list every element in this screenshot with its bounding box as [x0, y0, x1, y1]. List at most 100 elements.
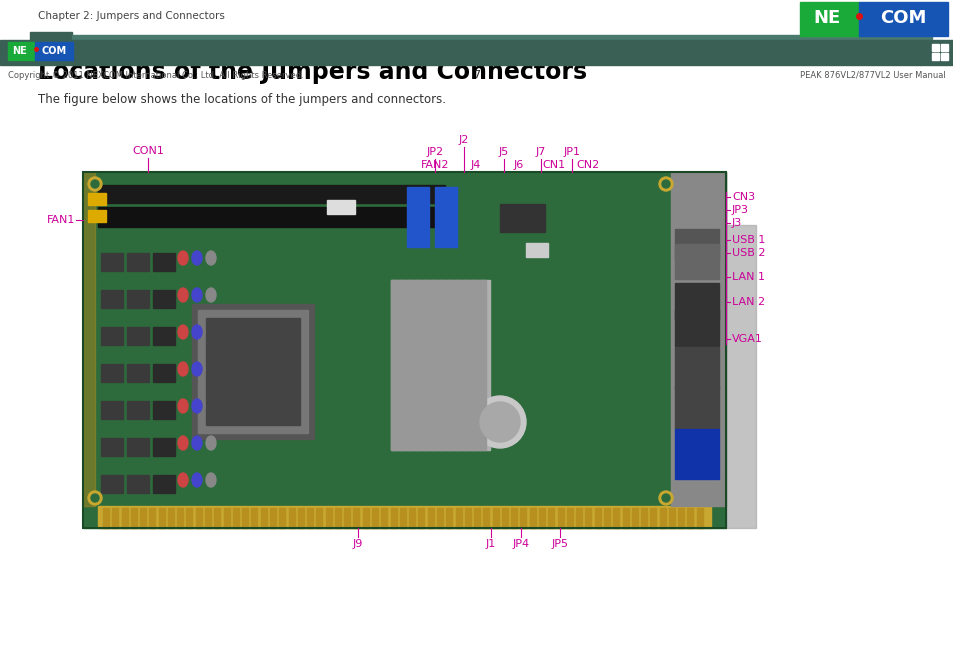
Bar — [98, 506, 710, 528]
Bar — [233, 508, 238, 528]
Bar — [83, 172, 95, 506]
Ellipse shape — [192, 362, 202, 376]
Ellipse shape — [479, 402, 519, 442]
Bar — [859, 2, 947, 36]
Bar — [511, 508, 517, 528]
Bar — [83, 172, 725, 528]
Bar — [152, 401, 174, 419]
Text: COM: COM — [42, 46, 67, 56]
Bar — [381, 508, 387, 528]
Text: J2: J2 — [458, 135, 469, 145]
Ellipse shape — [178, 251, 188, 265]
Text: 7: 7 — [473, 70, 480, 80]
Bar — [622, 508, 628, 528]
Bar — [127, 364, 149, 382]
Bar — [71, 35, 931, 39]
Bar — [88, 210, 106, 222]
Text: VGA1: VGA1 — [731, 334, 762, 344]
Bar — [152, 475, 174, 493]
Bar — [127, 438, 149, 456]
Bar — [8, 42, 35, 60]
Ellipse shape — [192, 436, 202, 450]
Bar — [670, 172, 725, 506]
Bar — [260, 508, 267, 528]
Bar — [101, 401, 123, 419]
Bar — [675, 229, 719, 259]
Bar — [112, 508, 118, 528]
Bar — [557, 508, 563, 528]
Text: J4: J4 — [471, 160, 480, 170]
Bar — [576, 508, 581, 528]
Text: USB 1: USB 1 — [731, 235, 764, 245]
Bar — [525, 243, 547, 257]
Bar — [344, 508, 350, 528]
Bar — [103, 508, 109, 528]
Bar — [675, 310, 719, 345]
Text: FAN1: FAN1 — [47, 215, 75, 225]
Ellipse shape — [206, 325, 215, 339]
Bar — [446, 508, 452, 528]
Ellipse shape — [178, 399, 188, 413]
Bar — [447, 280, 454, 450]
Bar — [940, 44, 947, 51]
Text: J6: J6 — [514, 160, 523, 170]
Bar — [438, 280, 446, 450]
Text: LAN 1: LAN 1 — [731, 272, 764, 282]
Ellipse shape — [206, 436, 215, 450]
Bar — [198, 310, 308, 433]
Text: J5: J5 — [498, 147, 509, 157]
Bar — [101, 290, 123, 308]
Ellipse shape — [192, 251, 202, 265]
Bar — [407, 187, 429, 247]
Bar — [252, 508, 257, 528]
Bar — [127, 401, 149, 419]
Bar — [325, 508, 332, 528]
Text: Locations of the Jumpers and Connectors: Locations of the Jumpers and Connectors — [38, 60, 586, 84]
Bar — [362, 508, 369, 528]
Bar — [687, 508, 693, 528]
Bar — [83, 172, 725, 528]
Bar — [474, 508, 479, 528]
Bar — [279, 508, 285, 528]
Bar — [931, 44, 938, 51]
Bar — [431, 280, 437, 450]
Ellipse shape — [206, 251, 215, 265]
Bar — [150, 508, 155, 528]
Ellipse shape — [91, 180, 99, 188]
Bar — [101, 327, 123, 345]
Text: J1: J1 — [485, 539, 496, 549]
Bar — [30, 32, 71, 42]
Bar — [98, 185, 445, 203]
Bar — [696, 508, 702, 528]
Bar — [650, 508, 656, 528]
Bar — [931, 53, 938, 60]
Bar — [152, 290, 174, 308]
Bar — [422, 280, 430, 450]
Bar — [354, 508, 359, 528]
Bar — [640, 508, 646, 528]
Text: Copyright © 2011 NEXCOM International Co., Ltd. All Rights Reserved.: Copyright © 2011 NEXCOM International Co… — [8, 71, 303, 79]
Ellipse shape — [178, 288, 188, 302]
Ellipse shape — [206, 362, 215, 376]
Ellipse shape — [659, 177, 672, 191]
Bar — [455, 280, 461, 450]
Bar — [206, 318, 299, 425]
Bar — [205, 508, 211, 528]
Bar — [435, 187, 456, 247]
Bar — [152, 253, 174, 271]
Bar — [0, 40, 953, 65]
Bar — [88, 193, 106, 205]
Bar — [659, 508, 665, 528]
Bar — [152, 327, 174, 345]
Text: JP5: JP5 — [551, 539, 568, 549]
Bar — [492, 508, 498, 528]
Bar — [307, 508, 313, 528]
Bar — [538, 508, 544, 528]
Bar — [152, 364, 174, 382]
Ellipse shape — [206, 288, 215, 302]
Bar — [455, 508, 461, 528]
Text: CN1: CN1 — [542, 160, 565, 170]
Bar — [529, 508, 536, 528]
Bar — [242, 508, 248, 528]
Bar — [603, 508, 609, 528]
